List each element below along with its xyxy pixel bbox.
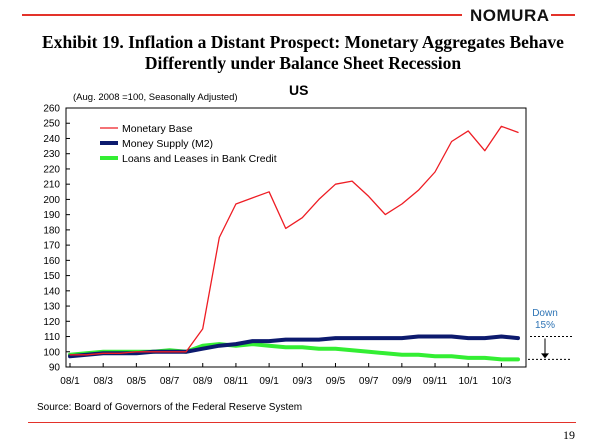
- plot-frame: [65, 107, 527, 368]
- footer-rule: [28, 422, 576, 423]
- x-tick-label: 08/5: [127, 376, 147, 387]
- y-tick-label: 260: [43, 104, 60, 115]
- y-tick-label: 230: [43, 149, 60, 160]
- y-tick-label: 200: [43, 195, 60, 206]
- x-tick-label: 09/11: [423, 376, 448, 387]
- y-tick-label: 180: [43, 225, 60, 236]
- x-tick-label: 09/9: [392, 376, 412, 387]
- legend-monetary-base-label: Monetary Base: [122, 123, 193, 135]
- y-tick-label: 90: [49, 363, 61, 374]
- y-tick-label: 130: [43, 302, 60, 313]
- x-tick-label: 08/1: [60, 376, 80, 387]
- x-tick-label: 09/5: [326, 376, 346, 387]
- x-tick-label: 08/11: [224, 376, 249, 387]
- x-tick-label: 10/1: [458, 376, 478, 387]
- y-tick-label: 120: [43, 317, 60, 328]
- y-tick-label: 240: [43, 134, 60, 145]
- exhibit-title-line2: Differently under Balance Sheet Recessio…: [144, 53, 462, 73]
- y-tick-label: 160: [43, 256, 60, 267]
- annotation-text-line2: 15%: [535, 320, 555, 331]
- y-tick-label: 170: [43, 241, 60, 252]
- y-tick-label: 210: [43, 180, 60, 191]
- y-tick-label: 140: [43, 286, 60, 297]
- header-rule-left: [22, 14, 462, 16]
- page-number: 19: [563, 428, 575, 442]
- nomura-logo: NOMURA: [470, 6, 550, 25]
- money-supply-line: [68, 334, 520, 359]
- y-tick-label: 110: [44, 332, 60, 343]
- annotation-text-line1: Down: [532, 308, 558, 319]
- y-tick-label: 250: [43, 119, 60, 130]
- header-rule-right: [551, 14, 575, 16]
- chart-note: (Aug. 2008 =100, Seasonally Adjusted): [73, 92, 238, 103]
- x-tick-label: 09/3: [293, 376, 313, 387]
- y-tick-label: 190: [43, 210, 60, 221]
- y-tick-label: 220: [43, 164, 60, 175]
- y-tick-label: 150: [43, 271, 60, 282]
- monetary-base-line: [69, 125, 519, 356]
- annotation-arrow-head: [541, 353, 549, 359]
- legend-loans-label: Loans and Leases in Bank Credit: [122, 153, 277, 165]
- legend-money-supply-label: Money Supply (M2): [122, 138, 213, 150]
- x-tick-label: 08/7: [160, 376, 180, 387]
- source-note: Source: Board of Governors of the Federa…: [37, 402, 303, 413]
- chart-title: US: [289, 82, 309, 98]
- x-tick-label: 10/3: [492, 376, 512, 387]
- x-tick-label: 08/3: [93, 376, 113, 387]
- x-tick-label: 08/9: [193, 376, 213, 387]
- x-tick-label: 09/7: [359, 376, 379, 387]
- exhibit-title-line1: Exhibit 19. Inflation a Distant Prospect…: [42, 32, 564, 52]
- x-tick-label: 09/1: [259, 376, 279, 387]
- y-tick-label: 100: [43, 347, 60, 358]
